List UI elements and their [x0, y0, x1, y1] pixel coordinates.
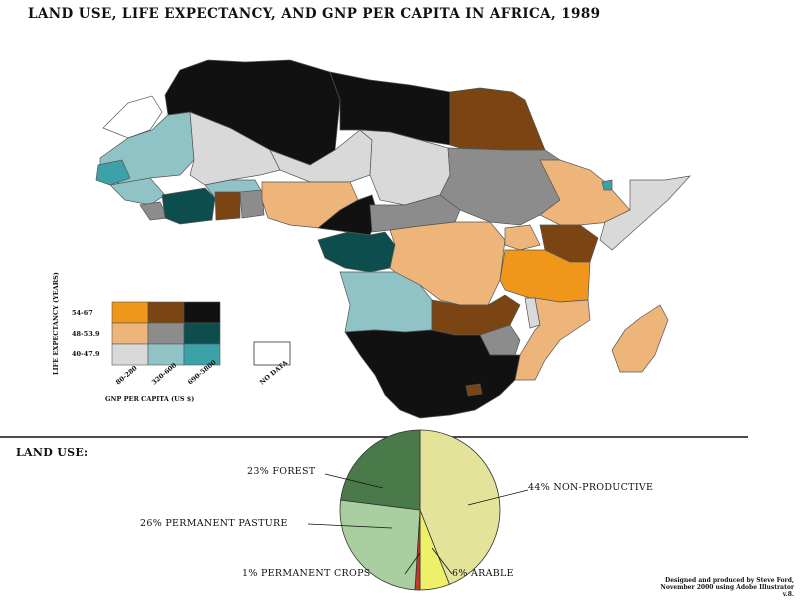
- region-mozambique: [514, 297, 591, 381]
- pie-slice-forest: [340, 429, 421, 511]
- legend-cell-low-low: [111, 343, 149, 366]
- region-somalia: [599, 175, 691, 251]
- legend-cell-high-high: [183, 301, 221, 324]
- region-madagascar: [611, 304, 669, 373]
- legend-cell-high-low: [183, 343, 221, 366]
- credit-line-3: v.8.: [782, 591, 794, 598]
- legend-cell-mid-low: [147, 343, 185, 366]
- label-forest: 23% FOREST: [247, 466, 316, 477]
- region-uganda: [504, 224, 541, 251]
- label-pasture: 26% PERMANENT PASTURE: [140, 518, 288, 529]
- legend-cell-low-mid: [111, 322, 149, 345]
- label-non-productive: 44% NON-PRODUCTIVE: [528, 482, 654, 493]
- region-lesotho: [465, 383, 483, 397]
- legend-col-label-1: 80-280: [114, 364, 139, 387]
- region-djibouti: [601, 179, 613, 191]
- pie-slice-non-productive: [419, 429, 501, 585]
- legend-cell-high-mid: [183, 322, 221, 345]
- credit-line-2: November 2000 using Adobe Illustrator: [660, 584, 794, 591]
- credit-line-1: Designed and produced by Steve Ford,: [664, 577, 794, 584]
- leader-non-productive: [467, 489, 529, 506]
- legend-x-axis-title: GNP PER CAPITA (US $): [105, 395, 194, 403]
- region-sudan: [439, 147, 561, 226]
- region-guinea: [109, 177, 166, 206]
- legend-cell-mid-mid: [147, 322, 185, 345]
- legend-no-data-swatch: [253, 341, 291, 366]
- label-arable: 6% ARABLE: [452, 568, 514, 579]
- region-southern-africa: [344, 329, 521, 419]
- region-egypt: [449, 87, 546, 151]
- region-gabon-congo: [317, 231, 396, 273]
- land-use-pie: [339, 429, 501, 591]
- leader-forest: [324, 473, 384, 489]
- pie-leader-lines: [307, 473, 529, 575]
- credit-note: Designed and produced by Steve Ford, Nov…: [660, 577, 794, 598]
- region-togo-benin: [239, 189, 265, 219]
- leader-crops: [404, 552, 421, 575]
- legend-cell-mid-high: [147, 301, 185, 324]
- legend-cell-low-high: [111, 301, 149, 324]
- africa-countries: [95, 59, 691, 419]
- land-use-heading: LAND USE:: [16, 446, 89, 459]
- legend-row-label-1: 54-67: [72, 309, 93, 317]
- region-senegal: [95, 159, 131, 186]
- legend-row-label-3: 40-47.9: [72, 350, 100, 358]
- legend-y-axis-title: LIFE EXPECTANCY (YEARS): [52, 272, 60, 375]
- legend: LIFE EXPECTANCY (YEARS) 54-67 48-53.9 40…: [52, 272, 291, 403]
- leader-pasture: [307, 523, 393, 529]
- region-mali: [189, 111, 281, 186]
- legend-row-label-2: 48-53.9: [72, 330, 100, 338]
- region-ghana: [214, 191, 241, 221]
- map-title: LAND USE, LIFE EXPECTANCY, AND GNP PER C…: [28, 6, 601, 22]
- label-crops: 1% PERMANENT CROPS: [242, 568, 371, 579]
- pie-slice-pasture: [339, 499, 421, 591]
- region-ivory-coast: [161, 187, 216, 225]
- leader-arable: [431, 547, 453, 575]
